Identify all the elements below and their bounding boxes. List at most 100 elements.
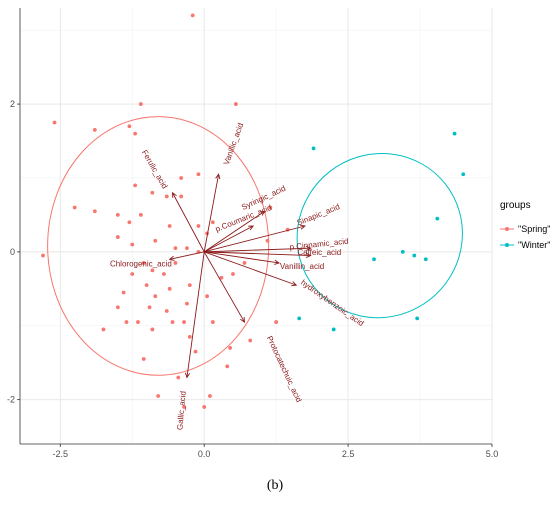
score-point [115,235,120,239]
loading-arrow [203,174,220,252]
score-point [173,246,178,251]
legend-title: groups [500,200,531,211]
score-point [72,205,77,210]
score-point [205,294,209,299]
score-point [176,375,181,380]
loading-arrow [169,251,205,260]
loading-label: Vanillin_acid [280,262,324,271]
x-tick-label: 2.5 [342,449,355,459]
score-point [124,320,129,324]
score-point [225,364,230,369]
legend-key-point [505,227,509,231]
loading-arrows [168,173,312,379]
loading-arrowhead [305,252,312,258]
loading-arrowhead [305,245,312,251]
score-point [265,238,270,243]
score-points [41,13,466,409]
y-tick-label: 2 [10,99,15,109]
loading-arrow [204,251,280,264]
x-tick-label: -2.5 [53,449,69,459]
loading-arrow [203,251,245,323]
score-point [92,128,97,132]
score-point [101,327,106,332]
score-point [164,309,169,313]
loading-arrow [203,225,254,253]
score-point [153,294,158,299]
grid-lines [20,8,493,444]
loading-arrowhead [259,210,266,216]
score-point [182,320,186,324]
score-point [130,272,135,276]
score-point [297,316,302,321]
score-point [248,338,253,343]
score-point [52,120,57,125]
confidence-ellipse [47,116,270,376]
score-point [196,224,201,228]
loading-arrowhead [215,173,221,180]
score-point [182,405,186,409]
score-point [115,305,120,310]
score-point [311,146,316,151]
score-point [150,190,155,195]
score-point [233,102,238,106]
score-point [202,405,207,409]
score-point [133,183,138,188]
group-ellipses [47,116,463,376]
score-point [138,213,143,217]
score-point [130,242,135,247]
legend: groups "Spring" "Winter" [500,200,550,250]
score-point [138,102,143,106]
loading-arrow [203,210,265,253]
loading-arrow [204,251,297,286]
score-point [190,13,195,18]
x-tick-label: 0.0 [198,449,211,459]
score-point [133,131,138,136]
score-point [185,246,189,251]
score-point [179,176,184,180]
score-point [144,283,149,288]
loading-arrowhead [172,191,177,198]
score-point [187,334,192,339]
score-point [150,327,155,332]
loading-label: Caffeic_acid [297,248,341,257]
score-point [147,305,152,310]
score-point [164,194,169,199]
score-point [92,209,97,214]
score-point [210,320,215,324]
score-point [412,253,417,258]
score-point [167,224,172,228]
score-point [196,172,201,177]
plot-panel [20,8,492,444]
legend-key-point [505,243,509,247]
score-point [461,172,466,177]
score-point [173,261,178,265]
loading-arrowhead [299,224,306,230]
loading-arrow [204,247,311,253]
score-point [167,286,172,291]
score-point [185,301,189,306]
score-point [228,346,232,350]
score-point [136,320,140,324]
loading-arrowhead [248,225,255,231]
score-point [153,238,158,243]
loading-arrow [172,192,205,253]
loading-arrowhead [240,317,246,323]
score-point [179,194,184,199]
score-point [274,320,279,324]
score-point [210,220,215,225]
score-point [219,275,224,280]
pca-biplot-chart: -2.5 0.0 2.5 5.0-202 Ferulic_acidVanillic_a… [7,8,550,459]
loading-arrowhead [168,255,175,261]
loading-label: Chlorogenic_acid [110,260,172,269]
score-point [400,249,405,254]
figure-caption: (b) [266,478,284,493]
loading-label: Gallic_acid [175,391,187,431]
score-point [121,290,126,295]
score-point [452,131,457,136]
score-point [435,216,440,221]
score-point [41,253,45,258]
score-point [170,320,175,324]
score-point [372,257,376,262]
score-point [115,213,120,217]
